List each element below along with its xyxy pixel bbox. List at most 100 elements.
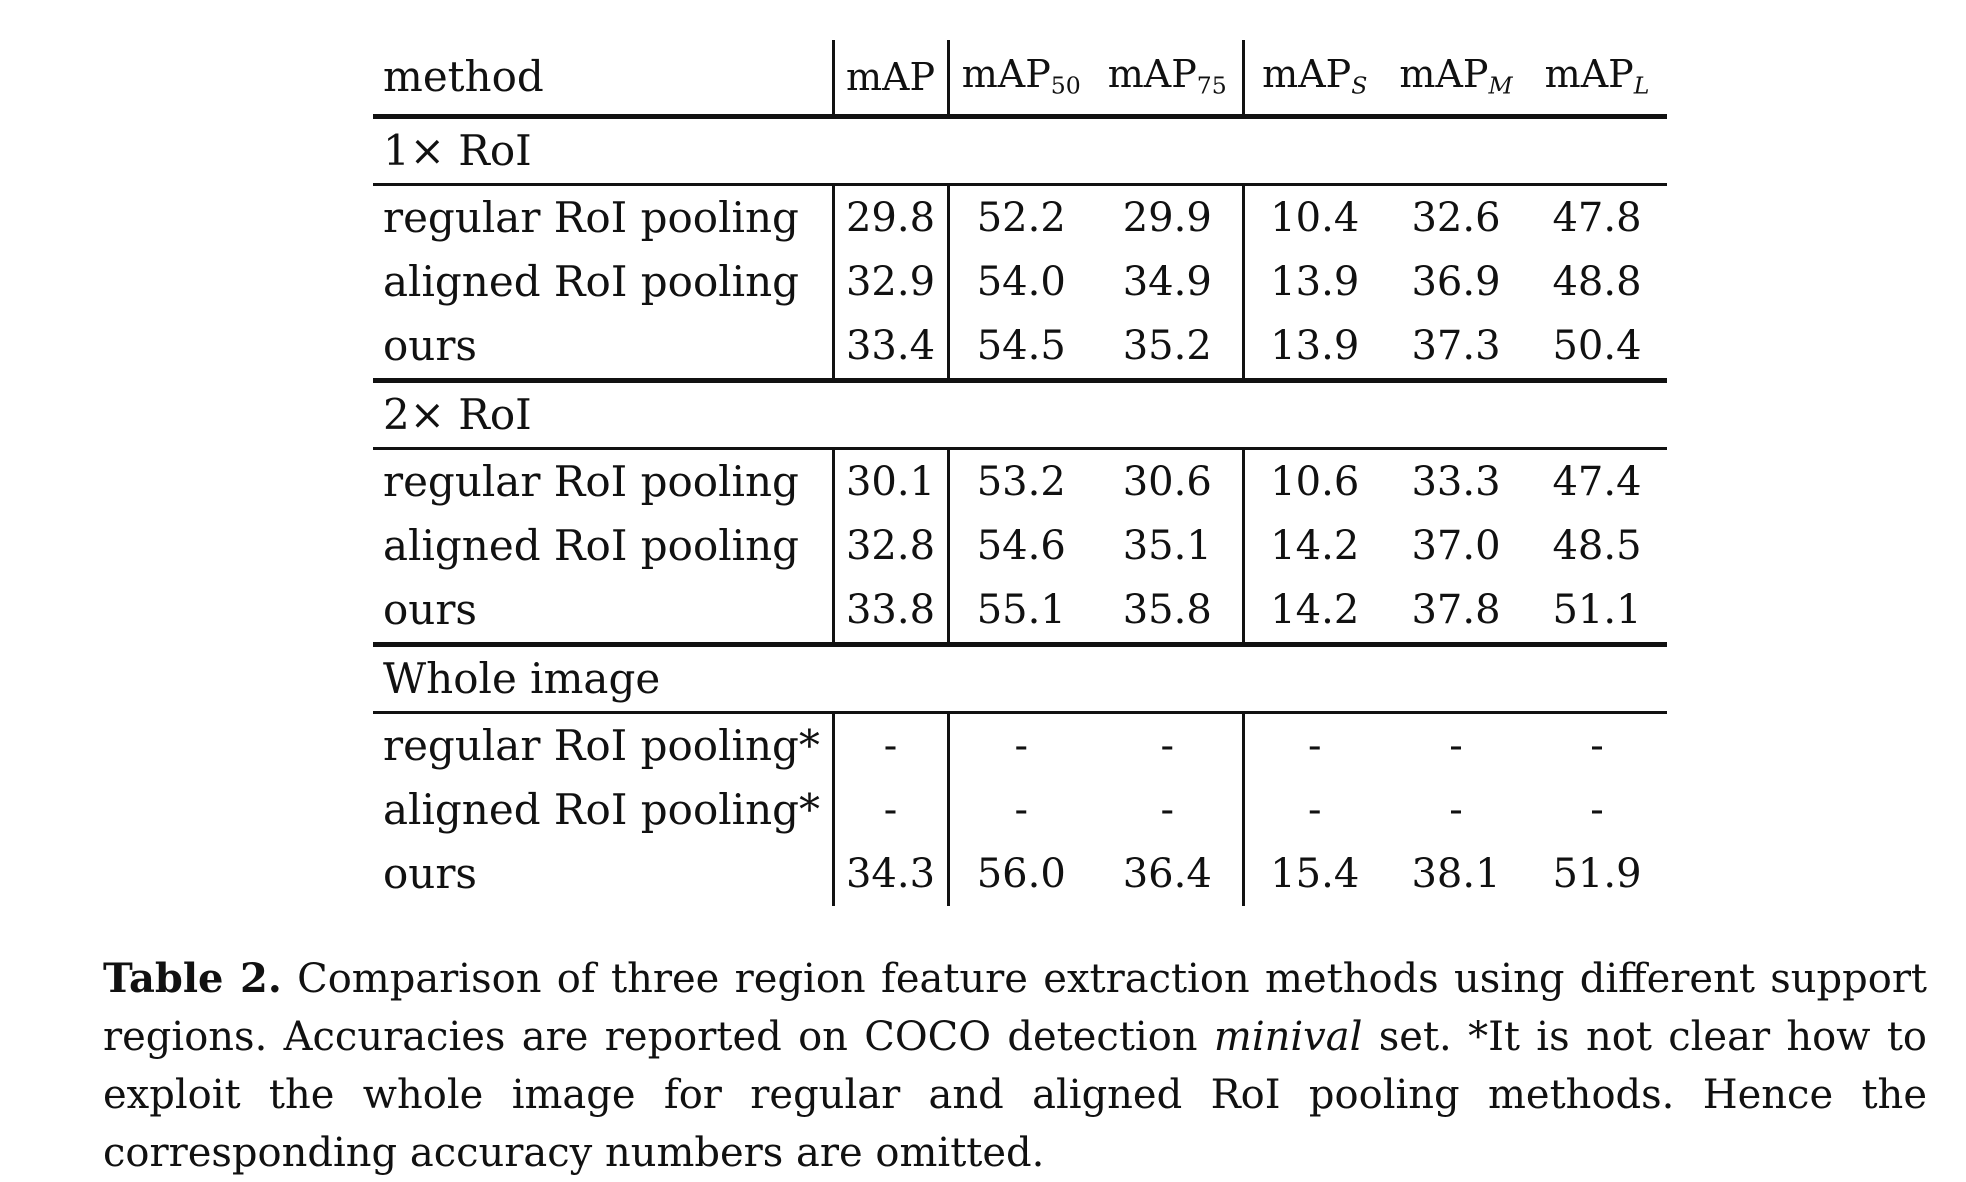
best-value-cell: 33.4 xyxy=(831,314,950,383)
method-cell: aligned RoI pooling* xyxy=(383,785,821,834)
table-row: ours 34.3 56.0 36.4 15.4 38.1 51.9 xyxy=(373,842,1667,906)
header-maps-sub: S xyxy=(1351,72,1368,101)
header-method: method xyxy=(373,40,833,119)
value-cell: - xyxy=(831,712,950,778)
value-cell: - xyxy=(1241,778,1385,842)
group-label: Whole image xyxy=(373,644,1667,714)
table-row: regular RoI pooling 30.1 53.2 30.6 10.6 … xyxy=(373,448,1667,514)
best-value-cell: 34.3 xyxy=(831,842,950,906)
value-cell: - xyxy=(1014,723,1028,769)
header-map75-sub: 75 xyxy=(1196,72,1227,101)
value-cell: 54.6 xyxy=(976,523,1066,569)
value-cell: 14.2 xyxy=(1241,578,1385,647)
table-row: regular RoI pooling* - - - - - - xyxy=(373,712,1667,778)
value-cell: 37.3 xyxy=(1385,314,1527,383)
value-cell: 32.6 xyxy=(1411,195,1501,241)
value-cell: 32.9 xyxy=(831,250,950,314)
value-cell: 34.9 xyxy=(1122,259,1212,305)
results-table: method mAP mAP50 mAP75 mAPS mAPM mAPL 1×… xyxy=(373,40,1667,906)
value-cell: 56.0 xyxy=(976,851,1066,897)
value-cell: - xyxy=(1160,787,1174,833)
best-value-cell: 33.8 xyxy=(831,578,950,647)
value-cell: 54.5 xyxy=(948,314,1093,383)
value-cell: - xyxy=(1241,712,1385,778)
header-map: mAP xyxy=(831,40,950,119)
value-cell: 36.4 xyxy=(1122,851,1212,897)
header-maps: mAPS xyxy=(1241,40,1385,119)
results-table-container: method mAP mAP50 mAP75 mAPS mAPM mAPL 1×… xyxy=(373,40,1667,906)
caption-text-before: Comparison of three region feature extra… xyxy=(103,956,1928,1060)
value-cell: 14.2 xyxy=(1241,514,1385,578)
method-cell: ours xyxy=(373,578,833,647)
value-cell: - xyxy=(1590,723,1604,769)
table-row: aligned RoI pooling 32.8 54.6 35.1 14.2 … xyxy=(373,514,1667,578)
table-row: aligned RoI pooling 32.9 54.0 34.9 13.9 … xyxy=(373,250,1667,314)
value-cell: 52.2 xyxy=(976,195,1066,241)
value-cell: 29.9 xyxy=(1122,195,1212,241)
header-maps-base: mAP xyxy=(1262,52,1352,97)
value-cell: 10.4 xyxy=(1241,184,1385,250)
method-cell: aligned RoI pooling xyxy=(383,521,800,570)
group-row-whole-image: Whole image xyxy=(373,644,1667,714)
value-cell: 48.8 xyxy=(1552,259,1642,305)
method-cell: regular RoI pooling* xyxy=(383,721,820,770)
header-map75: mAP75 xyxy=(1093,40,1243,119)
table-row: ours 33.8 55.1 35.8 14.2 37.8 51.1 xyxy=(373,578,1667,647)
table-row: aligned RoI pooling* - - - - - - xyxy=(373,778,1667,842)
value-cell: 29.8 xyxy=(831,184,950,250)
value-cell: 38.1 xyxy=(1411,851,1501,897)
table-row: regular RoI pooling 29.8 52.2 29.9 10.4 … xyxy=(373,184,1667,250)
value-cell: 53.2 xyxy=(976,459,1066,505)
value-cell: 15.4 xyxy=(1241,842,1385,906)
header-mapl-sub: L xyxy=(1633,72,1650,101)
caption-emphasis: minival xyxy=(1213,1014,1363,1060)
value-cell: 51.9 xyxy=(1552,851,1642,897)
method-cell: regular RoI pooling xyxy=(383,193,799,242)
value-cell: 35.1 xyxy=(1122,523,1212,569)
value-cell: 47.4 xyxy=(1552,459,1642,505)
group-row-2x-roi: 2× RoI xyxy=(373,380,1667,450)
group-label: 2× RoI xyxy=(373,380,1667,450)
header-mapm-sub: M xyxy=(1488,72,1513,101)
value-cell: - xyxy=(1590,787,1604,833)
table-header-row: method mAP mAP50 mAP75 mAPS mAPM mAPL xyxy=(373,40,1667,119)
value-cell: 13.9 xyxy=(1241,250,1385,314)
value-cell: 55.1 xyxy=(948,578,1093,647)
value-cell: - xyxy=(831,778,950,842)
value-cell: 48.5 xyxy=(1552,523,1642,569)
value-cell: - xyxy=(1449,787,1463,833)
value-cell: 50.4 xyxy=(1527,314,1667,383)
value-cell: 10.6 xyxy=(1241,448,1385,514)
header-mapm-base: mAP xyxy=(1399,52,1489,97)
value-cell: - xyxy=(1160,723,1174,769)
value-cell: 32.8 xyxy=(831,514,950,578)
value-cell: 30.6 xyxy=(1122,459,1212,505)
method-cell: ours xyxy=(373,314,833,383)
group-label: 1× RoI xyxy=(373,116,1667,186)
value-cell: 35.2 xyxy=(1093,314,1243,383)
value-cell: 30.1 xyxy=(831,448,950,514)
value-cell: 54.0 xyxy=(976,259,1066,305)
group-row-1x-roi: 1× RoI xyxy=(373,116,1667,186)
value-cell: 33.3 xyxy=(1411,459,1501,505)
value-cell: 35.8 xyxy=(1093,578,1243,647)
header-mapm: mAPM xyxy=(1385,40,1527,119)
value-cell: 13.9 xyxy=(1241,314,1385,383)
method-cell: aligned RoI pooling xyxy=(383,257,800,306)
value-cell: 37.8 xyxy=(1385,578,1527,647)
value-cell: - xyxy=(1014,787,1028,833)
caption-text-after: set. *It is not clear how to exploit the… xyxy=(103,1014,1928,1176)
caption-label: Table 2. xyxy=(103,955,282,1002)
header-map50: mAP50 xyxy=(948,40,1093,119)
method-cell: ours xyxy=(383,849,477,898)
value-cell: 37.0 xyxy=(1411,523,1501,569)
value-cell: 51.1 xyxy=(1527,578,1667,647)
table-caption: Table 2. Comparison of three region feat… xyxy=(103,950,1927,1182)
header-mapl: mAPL xyxy=(1527,40,1667,119)
table-row: ours 33.4 54.5 35.2 13.9 37.3 50.4 xyxy=(373,314,1667,383)
value-cell: 47.8 xyxy=(1552,195,1642,241)
header-mapl-base: mAP xyxy=(1544,52,1634,97)
header-map75-base: mAP xyxy=(1107,52,1197,97)
value-cell: - xyxy=(1449,723,1463,769)
method-cell: regular RoI pooling xyxy=(383,457,799,506)
